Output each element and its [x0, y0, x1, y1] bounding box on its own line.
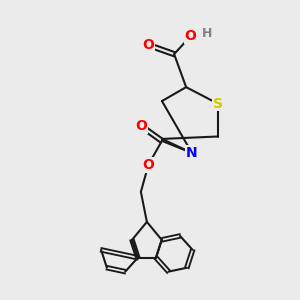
Text: O: O	[142, 158, 154, 172]
Text: O: O	[135, 119, 147, 133]
Text: H: H	[202, 27, 212, 40]
Text: O: O	[185, 29, 197, 43]
Text: N: N	[186, 146, 198, 160]
Text: O: O	[143, 38, 154, 52]
Text: S: S	[213, 97, 223, 110]
